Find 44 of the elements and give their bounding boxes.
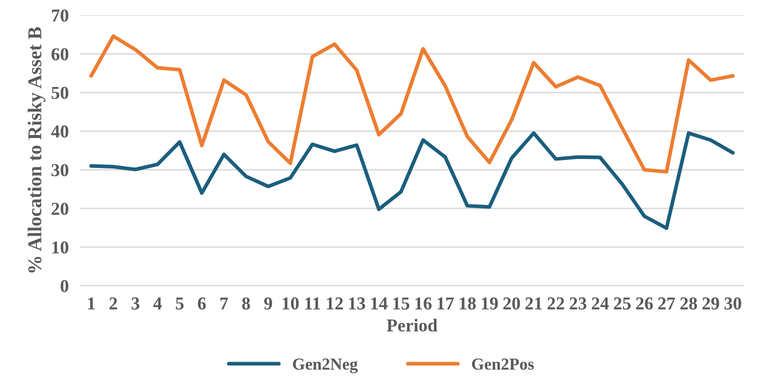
x-tick-label: 9: [264, 297, 272, 310]
x-tick-label: 7: [220, 298, 228, 310]
x-tick-label: 3: [132, 297, 140, 310]
x-tick-label: 24: [592, 297, 609, 310]
x-tick-label: 20: [503, 297, 520, 310]
y-tick-label: 10: [52, 241, 68, 254]
x-tick-label: 12: [326, 297, 343, 310]
y-tick-label: 60: [52, 48, 68, 60]
x-tick-label: 22: [548, 297, 564, 310]
x-tick-label: 25: [614, 297, 631, 310]
y-tick-label: 50: [52, 86, 68, 99]
line-series: [89, 34, 735, 174]
y-axis-title: % Allocation to Risky Asset B: [28, 27, 46, 272]
x-tick-label: 17: [438, 297, 454, 310]
x-tick-label: 19: [482, 297, 498, 310]
y-tick-label: 40: [51, 125, 68, 138]
x-tick-label: 21: [525, 297, 542, 310]
x-tick-label: 28: [680, 297, 698, 310]
y-tick-label: 30: [52, 164, 68, 176]
x-tick-label: 26: [636, 297, 653, 310]
x-tick-label: 14: [371, 297, 388, 310]
x-tick-label: 8: [242, 297, 250, 310]
x-tick-label: 11: [305, 297, 320, 310]
y-tick-label: 20: [52, 202, 68, 215]
x-tick-label: 27: [658, 297, 676, 310]
x-tick-label: 1: [88, 297, 95, 310]
x-tick-label: 30: [724, 297, 742, 310]
x-tick-label: 5: [176, 298, 184, 310]
legend-label: Gen2Neg: [292, 358, 358, 374]
x-tick-label: 2: [110, 297, 118, 310]
y-tick-label: 0: [60, 280, 68, 292]
y-tick-label: 70: [52, 9, 68, 22]
x-tick-label: 16: [416, 297, 432, 310]
x-tick-label: 29: [702, 297, 720, 310]
x-tick-label: 23: [570, 297, 586, 310]
line-series: [89, 131, 735, 230]
x-axis-title: Period: [386, 318, 438, 332]
x-tick-label: 15: [393, 297, 410, 310]
legend-label: Gen2Pos: [472, 358, 534, 370]
x-tick-label: 10: [282, 297, 299, 310]
x-tick-label: 4: [153, 298, 162, 310]
x-tick-label: 18: [460, 297, 476, 310]
x-tick-label: 6: [198, 297, 206, 310]
x-tick-label: 13: [349, 297, 366, 310]
